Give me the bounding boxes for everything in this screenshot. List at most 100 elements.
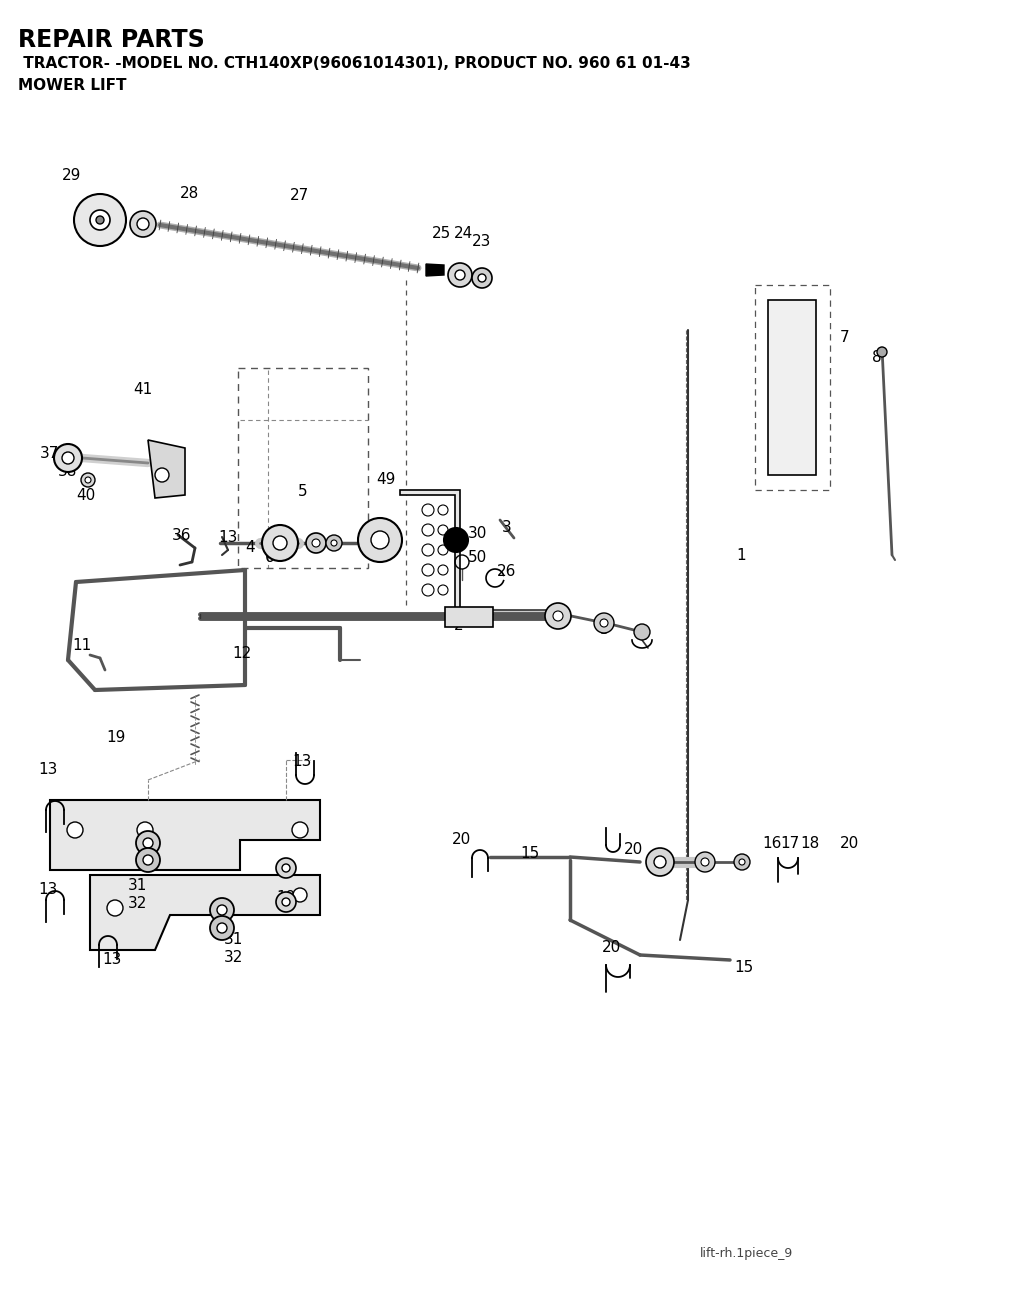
Text: 15: 15 (734, 960, 754, 976)
Text: 3: 3 (502, 520, 512, 534)
Circle shape (739, 859, 745, 864)
Text: MOWER LIFT: MOWER LIFT (18, 78, 127, 93)
Text: 25: 25 (432, 226, 452, 241)
Polygon shape (400, 490, 460, 610)
Circle shape (293, 888, 307, 902)
Text: 11: 11 (72, 638, 91, 652)
Circle shape (130, 211, 156, 237)
Circle shape (136, 831, 160, 855)
Bar (768, 299, 816, 476)
Text: 49: 49 (376, 473, 395, 487)
Text: 30: 30 (468, 525, 487, 540)
Text: 26: 26 (497, 565, 516, 579)
Circle shape (455, 270, 465, 280)
Circle shape (276, 892, 296, 912)
Text: 6: 6 (265, 551, 274, 565)
Polygon shape (148, 441, 185, 498)
Circle shape (478, 273, 486, 283)
Circle shape (553, 610, 563, 621)
Text: 17: 17 (780, 836, 800, 850)
Text: 23: 23 (472, 235, 492, 250)
Circle shape (594, 613, 614, 632)
Text: 8: 8 (872, 350, 882, 365)
Text: 41: 41 (133, 382, 153, 398)
Text: 13: 13 (102, 953, 122, 968)
Circle shape (438, 565, 449, 575)
Circle shape (634, 623, 650, 640)
Text: 32: 32 (128, 897, 147, 911)
Circle shape (282, 864, 290, 872)
Text: 13: 13 (38, 883, 57, 898)
Text: 13: 13 (38, 762, 57, 778)
Circle shape (136, 848, 160, 872)
Text: 32: 32 (224, 950, 244, 966)
Circle shape (422, 504, 434, 516)
Text: 37: 37 (40, 446, 59, 460)
Text: 20: 20 (840, 836, 859, 850)
Text: 13: 13 (218, 530, 238, 544)
Text: 18: 18 (800, 836, 819, 850)
Circle shape (472, 268, 492, 288)
Text: 7: 7 (840, 330, 850, 346)
Text: 13: 13 (292, 754, 311, 770)
Circle shape (444, 527, 468, 552)
Circle shape (331, 540, 337, 546)
Text: 12: 12 (232, 647, 251, 661)
Circle shape (85, 477, 91, 483)
Circle shape (96, 216, 104, 224)
Circle shape (449, 263, 472, 286)
Circle shape (371, 531, 389, 550)
Circle shape (210, 898, 234, 921)
Text: 50: 50 (468, 550, 487, 565)
Circle shape (422, 584, 434, 596)
Text: 20: 20 (602, 941, 622, 955)
Text: 2: 2 (454, 617, 464, 632)
Circle shape (217, 905, 227, 915)
Circle shape (438, 584, 449, 595)
Circle shape (306, 533, 326, 553)
Circle shape (438, 546, 449, 555)
Text: 20: 20 (624, 842, 643, 858)
Circle shape (422, 544, 434, 556)
Text: 38: 38 (58, 464, 78, 480)
Circle shape (62, 452, 74, 464)
Text: 4: 4 (638, 629, 647, 644)
Text: 27: 27 (290, 188, 309, 202)
Circle shape (74, 194, 126, 246)
Text: lift-rh.1piece_9: lift-rh.1piece_9 (700, 1247, 794, 1260)
Circle shape (210, 916, 234, 940)
Circle shape (646, 848, 674, 876)
Text: 36: 36 (172, 527, 191, 543)
Circle shape (54, 445, 82, 472)
Circle shape (734, 854, 750, 870)
Circle shape (326, 535, 342, 551)
Circle shape (701, 858, 709, 866)
Circle shape (276, 858, 296, 877)
Circle shape (137, 218, 150, 229)
Circle shape (545, 603, 571, 629)
Circle shape (217, 923, 227, 933)
Circle shape (81, 473, 95, 487)
Circle shape (654, 855, 666, 868)
Text: 20: 20 (452, 832, 471, 848)
Polygon shape (426, 264, 444, 276)
Polygon shape (50, 800, 319, 870)
Text: 16: 16 (762, 836, 781, 850)
Circle shape (292, 822, 308, 839)
Circle shape (422, 524, 434, 537)
Text: 15: 15 (520, 846, 540, 862)
Text: 5: 5 (298, 485, 307, 499)
Circle shape (877, 347, 887, 356)
Circle shape (312, 539, 319, 547)
Text: 4: 4 (245, 540, 255, 556)
Bar (445, 607, 493, 627)
Circle shape (438, 505, 449, 515)
Circle shape (262, 525, 298, 561)
Circle shape (137, 822, 153, 839)
Circle shape (212, 899, 228, 916)
Circle shape (600, 619, 608, 627)
Circle shape (695, 851, 715, 872)
Polygon shape (90, 875, 319, 950)
Text: 28: 28 (180, 185, 200, 201)
Text: 19: 19 (106, 731, 125, 745)
